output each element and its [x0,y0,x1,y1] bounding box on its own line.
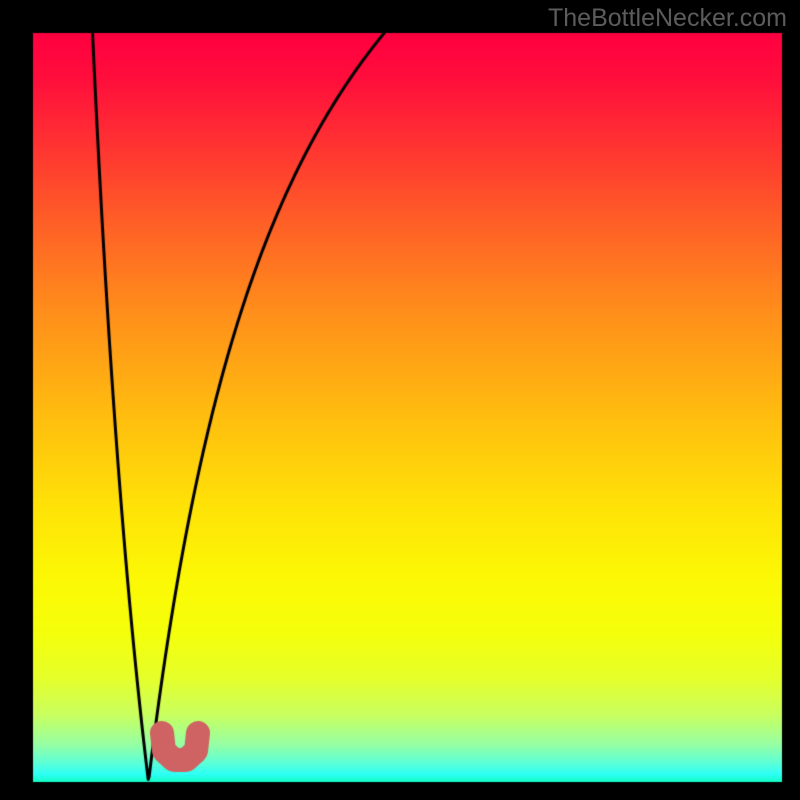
watermark-text: TheBottleNecker.com [548,4,787,33]
chart-canvas [0,0,800,800]
bottleneck-chart: TheBottleNecker.com [0,0,800,800]
